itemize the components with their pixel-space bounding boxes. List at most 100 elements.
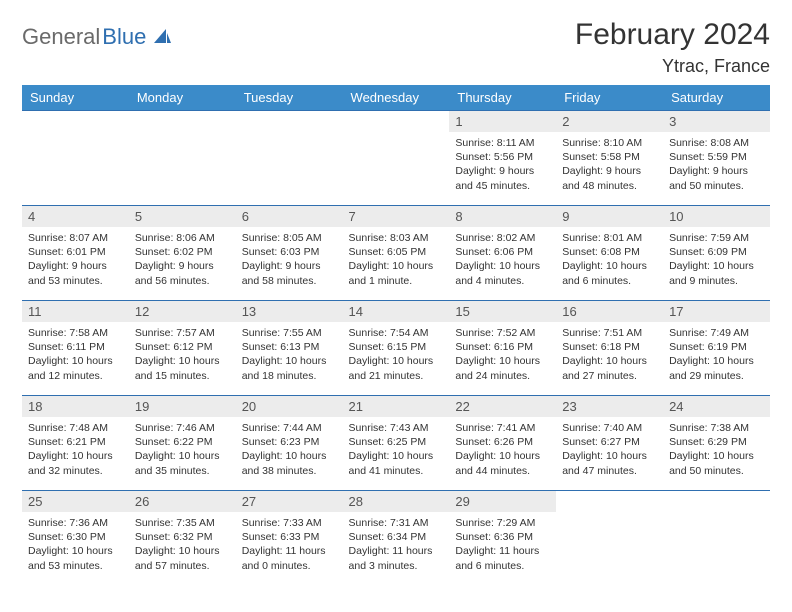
calendar-cell: 6Sunrise: 8:05 AMSunset: 6:03 PMDaylight… xyxy=(236,206,343,301)
calendar-cell: 14Sunrise: 7:54 AMSunset: 6:15 PMDayligh… xyxy=(343,301,450,396)
day-data: Sunrise: 7:33 AMSunset: 6:33 PMDaylight:… xyxy=(236,512,343,579)
calendar-cell: 10Sunrise: 7:59 AMSunset: 6:09 PMDayligh… xyxy=(663,206,770,301)
calendar-cell: 5Sunrise: 8:06 AMSunset: 6:02 PMDaylight… xyxy=(129,206,236,301)
day-number: 22 xyxy=(449,396,556,417)
title-block: February 2024 Ytrac, France xyxy=(575,18,770,77)
calendar-cell: 18Sunrise: 7:48 AMSunset: 6:21 PMDayligh… xyxy=(22,396,129,491)
calendar-cell: 28Sunrise: 7:31 AMSunset: 6:34 PMDayligh… xyxy=(343,491,450,586)
day-data: Sunrise: 8:10 AMSunset: 5:58 PMDaylight:… xyxy=(556,132,663,199)
day-data: Sunrise: 7:58 AMSunset: 6:11 PMDaylight:… xyxy=(22,322,129,389)
logo-sail-icon xyxy=(152,27,172,47)
day-number: 9 xyxy=(556,206,663,227)
day-data: Sunrise: 7:41 AMSunset: 6:26 PMDaylight:… xyxy=(449,417,556,484)
day-data: Sunrise: 8:11 AMSunset: 5:56 PMDaylight:… xyxy=(449,132,556,199)
calendar-cell: 23Sunrise: 7:40 AMSunset: 6:27 PMDayligh… xyxy=(556,396,663,491)
page-subtitle: Ytrac, France xyxy=(575,56,770,77)
day-number: 26 xyxy=(129,491,236,512)
day-data: Sunrise: 8:07 AMSunset: 6:01 PMDaylight:… xyxy=(22,227,129,294)
calendar-cell xyxy=(236,111,343,206)
day-number: 8 xyxy=(449,206,556,227)
calendar-cell: 17Sunrise: 7:49 AMSunset: 6:19 PMDayligh… xyxy=(663,301,770,396)
calendar-cell: 15Sunrise: 7:52 AMSunset: 6:16 PMDayligh… xyxy=(449,301,556,396)
calendar-cell: 1Sunrise: 8:11 AMSunset: 5:56 PMDaylight… xyxy=(449,111,556,206)
col-sunday: Sunday xyxy=(22,85,129,111)
day-data: Sunrise: 8:06 AMSunset: 6:02 PMDaylight:… xyxy=(129,227,236,294)
calendar-cell: 16Sunrise: 7:51 AMSunset: 6:18 PMDayligh… xyxy=(556,301,663,396)
day-data: Sunrise: 8:02 AMSunset: 6:06 PMDaylight:… xyxy=(449,227,556,294)
day-number: 17 xyxy=(663,301,770,322)
day-data: Sunrise: 7:40 AMSunset: 6:27 PMDaylight:… xyxy=(556,417,663,484)
calendar-cell: 12Sunrise: 7:57 AMSunset: 6:12 PMDayligh… xyxy=(129,301,236,396)
day-number: 28 xyxy=(343,491,450,512)
col-saturday: Saturday xyxy=(663,85,770,111)
calendar-cell: 7Sunrise: 8:03 AMSunset: 6:05 PMDaylight… xyxy=(343,206,450,301)
col-friday: Friday xyxy=(556,85,663,111)
day-number: 10 xyxy=(663,206,770,227)
header: General Blue February 2024 Ytrac, France xyxy=(22,18,770,77)
calendar-cell: 13Sunrise: 7:55 AMSunset: 6:13 PMDayligh… xyxy=(236,301,343,396)
calendar-cell xyxy=(22,111,129,206)
calendar-body: 1Sunrise: 8:11 AMSunset: 5:56 PMDaylight… xyxy=(22,111,770,586)
day-number: 1 xyxy=(449,111,556,132)
day-data: Sunrise: 7:38 AMSunset: 6:29 PMDaylight:… xyxy=(663,417,770,484)
day-number: 14 xyxy=(343,301,450,322)
day-data: Sunrise: 7:52 AMSunset: 6:16 PMDaylight:… xyxy=(449,322,556,389)
logo-text-general: General xyxy=(22,24,100,50)
calendar-week-row: 1Sunrise: 8:11 AMSunset: 5:56 PMDaylight… xyxy=(22,111,770,206)
calendar-week-row: 4Sunrise: 8:07 AMSunset: 6:01 PMDaylight… xyxy=(22,206,770,301)
day-number: 15 xyxy=(449,301,556,322)
day-number: 13 xyxy=(236,301,343,322)
calendar-cell: 27Sunrise: 7:33 AMSunset: 6:33 PMDayligh… xyxy=(236,491,343,586)
calendar-week-row: 18Sunrise: 7:48 AMSunset: 6:21 PMDayligh… xyxy=(22,396,770,491)
day-number: 6 xyxy=(236,206,343,227)
day-number: 25 xyxy=(22,491,129,512)
day-data: Sunrise: 7:35 AMSunset: 6:32 PMDaylight:… xyxy=(129,512,236,579)
calendar-cell xyxy=(129,111,236,206)
day-number: 19 xyxy=(129,396,236,417)
calendar-cell: 11Sunrise: 7:58 AMSunset: 6:11 PMDayligh… xyxy=(22,301,129,396)
day-number: 18 xyxy=(22,396,129,417)
day-number: 23 xyxy=(556,396,663,417)
calendar-week-row: 25Sunrise: 7:36 AMSunset: 6:30 PMDayligh… xyxy=(22,491,770,586)
calendar-page: General Blue February 2024 Ytrac, France… xyxy=(0,0,792,604)
day-number: 27 xyxy=(236,491,343,512)
page-title: February 2024 xyxy=(575,18,770,52)
day-data: Sunrise: 8:08 AMSunset: 5:59 PMDaylight:… xyxy=(663,132,770,199)
day-number: 2 xyxy=(556,111,663,132)
day-data: Sunrise: 7:29 AMSunset: 6:36 PMDaylight:… xyxy=(449,512,556,579)
calendar-cell: 25Sunrise: 7:36 AMSunset: 6:30 PMDayligh… xyxy=(22,491,129,586)
calendar-week-row: 11Sunrise: 7:58 AMSunset: 6:11 PMDayligh… xyxy=(22,301,770,396)
day-number: 12 xyxy=(129,301,236,322)
day-number: 5 xyxy=(129,206,236,227)
day-data: Sunrise: 7:55 AMSunset: 6:13 PMDaylight:… xyxy=(236,322,343,389)
col-monday: Monday xyxy=(129,85,236,111)
day-data: Sunrise: 8:03 AMSunset: 6:05 PMDaylight:… xyxy=(343,227,450,294)
col-wednesday: Wednesday xyxy=(343,85,450,111)
calendar-cell: 4Sunrise: 8:07 AMSunset: 6:01 PMDaylight… xyxy=(22,206,129,301)
day-data: Sunrise: 7:36 AMSunset: 6:30 PMDaylight:… xyxy=(22,512,129,579)
calendar-cell xyxy=(343,111,450,206)
day-data: Sunrise: 7:49 AMSunset: 6:19 PMDaylight:… xyxy=(663,322,770,389)
day-data: Sunrise: 7:48 AMSunset: 6:21 PMDaylight:… xyxy=(22,417,129,484)
day-number: 16 xyxy=(556,301,663,322)
day-data: Sunrise: 7:46 AMSunset: 6:22 PMDaylight:… xyxy=(129,417,236,484)
day-number: 11 xyxy=(22,301,129,322)
day-data: Sunrise: 7:44 AMSunset: 6:23 PMDaylight:… xyxy=(236,417,343,484)
day-data: Sunrise: 7:43 AMSunset: 6:25 PMDaylight:… xyxy=(343,417,450,484)
day-data: Sunrise: 7:57 AMSunset: 6:12 PMDaylight:… xyxy=(129,322,236,389)
day-data: Sunrise: 7:59 AMSunset: 6:09 PMDaylight:… xyxy=(663,227,770,294)
day-number: 7 xyxy=(343,206,450,227)
weekday-header-row: Sunday Monday Tuesday Wednesday Thursday… xyxy=(22,85,770,111)
calendar-cell: 9Sunrise: 8:01 AMSunset: 6:08 PMDaylight… xyxy=(556,206,663,301)
day-number: 4 xyxy=(22,206,129,227)
day-number: 24 xyxy=(663,396,770,417)
day-number: 21 xyxy=(343,396,450,417)
day-number: 20 xyxy=(236,396,343,417)
day-data: Sunrise: 7:31 AMSunset: 6:34 PMDaylight:… xyxy=(343,512,450,579)
calendar-cell: 3Sunrise: 8:08 AMSunset: 5:59 PMDaylight… xyxy=(663,111,770,206)
day-number: 3 xyxy=(663,111,770,132)
calendar-cell xyxy=(663,491,770,586)
col-tuesday: Tuesday xyxy=(236,85,343,111)
day-data: Sunrise: 7:51 AMSunset: 6:18 PMDaylight:… xyxy=(556,322,663,389)
calendar-cell: 22Sunrise: 7:41 AMSunset: 6:26 PMDayligh… xyxy=(449,396,556,491)
